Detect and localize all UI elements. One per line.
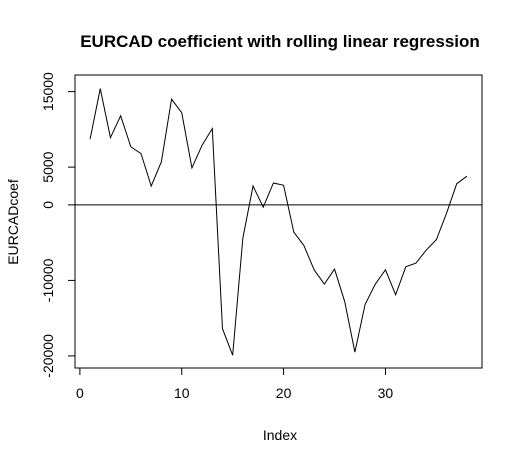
y-axis-label: EURCADcoef xyxy=(5,179,21,265)
y-tick-label: -20000 xyxy=(40,334,56,378)
plot-box xyxy=(74,74,483,369)
x-tick-label: 20 xyxy=(276,385,292,401)
y-tick-label: -10000 xyxy=(40,258,56,302)
y-tick-label: 5000 xyxy=(40,151,56,182)
y-tick-label: 0 xyxy=(40,201,56,209)
data-line xyxy=(89,88,468,356)
x-tick-label: 10 xyxy=(174,385,190,401)
y-tick-label: 15000 xyxy=(40,72,56,111)
chart-title: EURCAD coefficient with rolling linear r… xyxy=(80,32,480,51)
x-tick-label: 0 xyxy=(76,385,84,401)
x-axis-label: Index xyxy=(263,427,297,443)
x-tick-label: 30 xyxy=(378,385,394,401)
